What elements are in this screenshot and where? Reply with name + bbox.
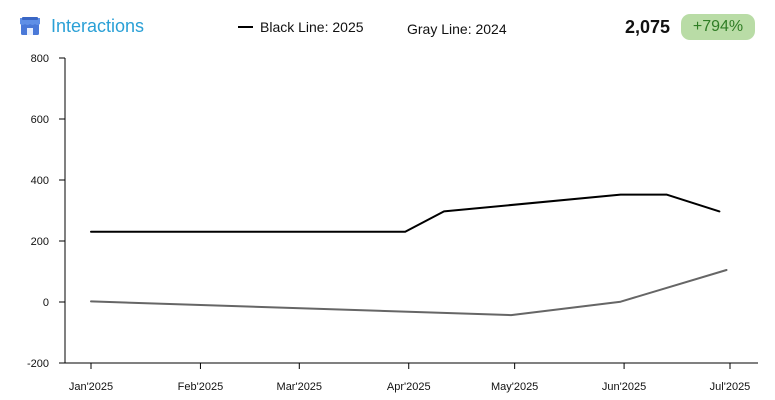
legend-label-2024: Gray Line: 2024 bbox=[407, 21, 507, 37]
chart-axes: -200 0 200 400 600 800 Jan'2025 Feb'2025 Mar'202… bbox=[27, 53, 758, 393]
x-tick-label: Mar'2025 bbox=[277, 381, 323, 393]
y-tick-label: -200 bbox=[27, 358, 49, 370]
y-tick-label: 600 bbox=[31, 114, 49, 126]
x-tick-label: Apr'2025 bbox=[387, 381, 431, 393]
total-value: 2,075 bbox=[625, 17, 671, 37]
chart-series bbox=[90, 193, 728, 317]
change-badge: +794% bbox=[681, 14, 755, 40]
legend-label-2025: Black Line: 2025 bbox=[260, 19, 364, 35]
x-tick-label: Jul'2025 bbox=[710, 381, 751, 393]
y-tick-label: 800 bbox=[31, 53, 49, 65]
title-group: Interactions bbox=[19, 15, 144, 37]
legend-item-2025: Black Line: 2025 bbox=[238, 19, 364, 35]
series-line-2025 bbox=[90, 193, 721, 233]
y-tick-label: 400 bbox=[31, 175, 49, 187]
x-tick-label: Feb'2025 bbox=[178, 381, 224, 393]
chart-title: Interactions bbox=[51, 15, 145, 36]
legend-item-2024: Gray Line: 2024 bbox=[407, 21, 507, 37]
x-tick-label: May'2025 bbox=[491, 381, 538, 393]
series-line-2024 bbox=[90, 269, 728, 317]
x-tick-label: Jan'2025 bbox=[69, 381, 113, 393]
legend-swatch-black bbox=[238, 26, 253, 28]
chart-header: Interactions Black Line: 2025 Gray Line:… bbox=[0, 0, 775, 56]
y-tick-label: 0 bbox=[43, 297, 49, 309]
store-icon bbox=[20, 17, 40, 35]
x-tick-label: Jun'2025 bbox=[602, 381, 646, 393]
y-tick-label: 200 bbox=[31, 236, 49, 248]
